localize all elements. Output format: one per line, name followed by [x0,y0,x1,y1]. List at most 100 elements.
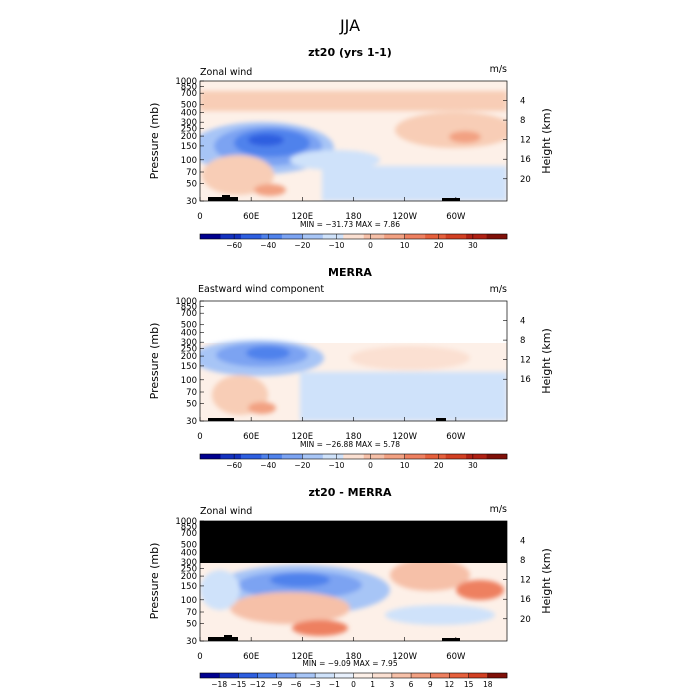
colorbar-swatch [404,234,426,239]
colorbar-swatch [384,234,405,239]
y-tick-label: 30 [186,417,197,427]
height-axis-label: Height (km) [540,108,553,174]
y-tick-label: 850 [181,303,197,313]
colorbar-swatch [334,673,354,678]
colorbar-swatch [404,454,426,459]
colorbar-swatch [425,234,446,239]
y-tick-label: 30 [186,637,197,647]
min-max-stats: MIN = −31.73 MAX = 7.86 [300,220,400,229]
contour-low-easterly [300,372,507,421]
height-tick-label: 12 [520,356,531,366]
y-tick-label: 300 [181,558,197,568]
y-tick-label: 50 [186,180,197,190]
panel-merra: MERRA Eastward wind component m/s 30 50 70… [148,266,553,470]
colorbar-swatch [281,234,303,239]
colorbar-swatch [372,673,393,678]
colorbar-swatch [487,673,508,678]
panel-units: m/s [490,284,507,295]
panel-difference: zt20 - MERRA Zonal wind m/s 305070100150… [148,486,553,689]
colorbar-swatch [281,454,303,459]
colorbar-swatch [466,234,487,239]
height-tick-label: 8 [520,336,525,346]
x-tick-label: 180 [345,432,361,442]
colorbar-swatch [220,454,242,459]
colorbar-swatch [468,673,489,678]
contour-positive-mid [230,592,350,624]
x-tick-label: 60W [446,652,466,662]
contour-easterly-core [246,346,290,360]
colorbar-label: 20 [434,461,444,470]
y-tick-label: 1000 [175,517,197,527]
colorbar-label: −6 [290,680,301,689]
colorbar-swatch [411,673,431,678]
y-tick-label: 1000 [175,77,197,87]
colorbar-frame [199,453,508,460]
colorbar-swatch [315,673,335,678]
x-tick-label: 60W [446,432,466,442]
y-tick-label: 250 [181,564,197,574]
colorbar-swatch [449,673,469,678]
topography [208,637,238,641]
colorbar-swatch [445,234,467,239]
height-tick-label: 4 [520,317,525,327]
colorbar-label: 10 [400,461,410,470]
colorbar-swatch [240,454,262,459]
colorbar-swatch [363,234,385,239]
y-tick-label: 30 [186,197,197,207]
panel-units: m/s [490,64,507,75]
y-tick-label: 70 [186,388,197,398]
colorbar-swatch [466,454,487,459]
x-tick-label: 120E [292,212,314,222]
y-tick-label: 100 [181,596,197,606]
colorbar-swatch [261,454,283,459]
height-tick-label: 16 [520,375,531,385]
colorbar-swatch [276,673,297,678]
colorbar-swatch [343,234,365,239]
colorbar-label: −3 [310,680,321,689]
contour-easterly-core [248,134,284,146]
y-tick-label: 300 [181,338,197,348]
season-title: JJA [339,16,360,35]
colorbar-label: 9 [428,680,433,689]
colorbar-swatch [238,673,258,678]
topography [442,638,460,641]
y-tick-label: 100 [181,156,197,166]
topography [442,198,460,201]
colorbar-swatch [257,673,278,678]
colorbar-swatch [322,454,344,459]
y-tick-label: 200 [181,132,197,142]
height-tick-label: 4 [520,537,525,547]
colorbar-label: 20 [434,241,444,250]
height-axis-label: Height (km) [540,548,553,614]
colorbar-label: 15 [464,680,474,689]
y-tick-label: 250 [181,344,197,354]
x-tick-label: 120W [392,432,417,442]
y-tick-label: 200 [181,352,197,362]
panel-units: m/s [490,504,507,515]
colorbar-label: −9 [271,680,282,689]
y-tick-label: 850 [181,83,197,93]
x-tick-label: 60E [243,432,259,442]
y-tick-label: 700 [181,309,197,319]
y-axis-label: Pressure (mb) [148,323,161,400]
colorbar-swatch [445,454,467,459]
contour-positive-east [390,559,470,591]
y-tick-label: 100 [181,376,197,386]
y-tick-label: 50 [186,400,197,410]
colorbar-label: 10 [400,241,410,250]
colorbar-swatch [200,234,221,239]
contour-westerly-core [449,131,481,143]
colorbar-label: −15 [230,680,246,689]
x-tick-label: 180 [345,652,361,662]
y-tick-label: 150 [181,582,197,592]
y-tick-label: 300 [181,118,197,128]
colorbar-frame [199,233,508,240]
contour-low-westerly [202,155,274,195]
colorbar-swatch [430,673,450,678]
colorbar-label: 0 [368,241,373,250]
y-tick-label: 850 [181,523,197,533]
height-tick-label: 8 [520,556,525,566]
colorbar-swatch [322,234,344,239]
topography [224,635,232,641]
y-tick-label: 50 [186,620,197,630]
